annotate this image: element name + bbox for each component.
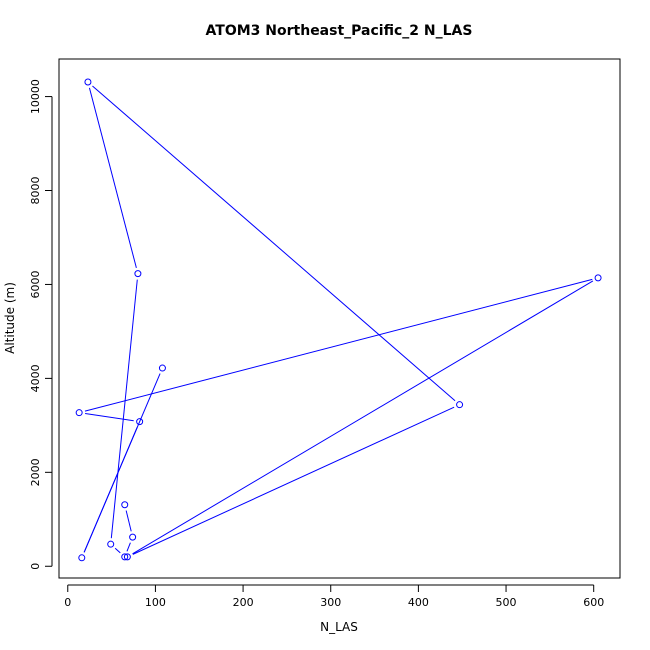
y-tick-label: 4000 [29, 364, 42, 392]
data-point [121, 553, 129, 561]
x-tick-label: 300 [320, 596, 341, 609]
data-point [84, 78, 92, 86]
x-tick-label: 400 [408, 596, 429, 609]
series-segment [83, 426, 138, 553]
series-lines [83, 85, 594, 555]
x-tick-label: 500 [496, 596, 517, 609]
x-axis-label: N_LAS [320, 620, 358, 634]
series-segment [125, 510, 132, 532]
chart-title: ATOM3 Northeast_Pacific_2 N_LAS [206, 23, 473, 39]
data-point [456, 401, 464, 409]
series-segment [132, 406, 455, 555]
data-point [129, 533, 137, 541]
data-point [78, 554, 86, 562]
series-segment [126, 542, 131, 552]
data-point [134, 270, 142, 278]
y-tick-label: 2000 [29, 458, 42, 486]
data-point [75, 409, 83, 417]
plot-frame [58, 58, 621, 579]
data-point [123, 553, 131, 561]
series-segment [85, 413, 134, 422]
y-axis: 0 2000 4000 6000 8000 10000 [29, 79, 53, 570]
y-tick-label: 6000 [29, 270, 42, 298]
series-segment [132, 280, 594, 555]
data-point [121, 501, 129, 509]
x-axis: 0 100 200 300 400 500 600 [64, 584, 604, 609]
x-tick-label: 100 [145, 596, 166, 609]
series-segment [114, 547, 121, 554]
series-points [75, 78, 602, 562]
data-point [158, 364, 166, 372]
series-segment [110, 279, 138, 539]
series-segment [92, 85, 456, 402]
y-tick-label: 0 [29, 563, 42, 570]
y-tick-label: 10000 [29, 79, 42, 114]
x-tick-label: 200 [233, 596, 254, 609]
series-segment [88, 87, 137, 268]
x-tick-label: 600 [583, 596, 604, 609]
data-point [594, 274, 602, 282]
data-point [107, 540, 115, 548]
y-tick-label: 8000 [29, 177, 42, 205]
series-segment [84, 278, 593, 412]
x-tick-label: 0 [64, 596, 71, 609]
data-point [136, 418, 144, 426]
y-axis-label: Altitude (m) [3, 282, 17, 354]
